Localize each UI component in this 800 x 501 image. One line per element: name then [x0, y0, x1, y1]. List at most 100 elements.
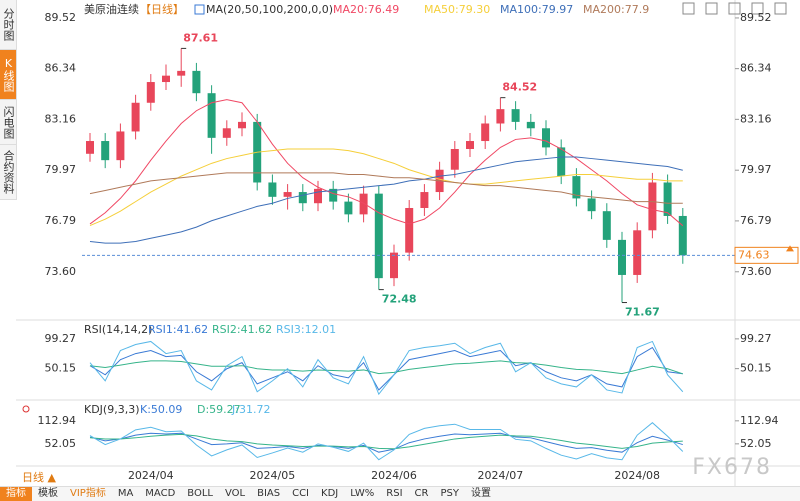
toolbar-item[interactable]: MA — [117, 488, 134, 499]
y-tick-label: 76.79 — [45, 214, 77, 227]
candle-body — [344, 201, 353, 215]
candle-body — [207, 93, 216, 138]
candle-body — [572, 176, 581, 199]
candle-body — [466, 141, 474, 149]
last-price-label: 74.63 — [738, 248, 770, 261]
y-tick-label: 52.05 — [45, 437, 77, 450]
line-series — [89, 156, 683, 244]
candle-body — [542, 128, 550, 148]
x-tick-label: 2024/05 — [250, 469, 296, 482]
candle-body — [268, 182, 277, 197]
period-button[interactable]: 日线 ▲ — [22, 471, 56, 484]
watermark: FX678 — [692, 455, 772, 480]
legend-entry: J:31.72 — [231, 403, 270, 416]
y-tick-label: 89.52 — [740, 11, 772, 24]
line-series — [89, 99, 684, 227]
high-label: 87.61 — [183, 31, 218, 44]
candle-body — [526, 121, 535, 129]
legend-entry: RSI2:41.62 — [212, 323, 272, 336]
y-tick-label: 73.60 — [45, 265, 77, 278]
icon — [22, 405, 30, 413]
candle-body — [633, 230, 642, 275]
sidebar-tab[interactable]: 分时图 — [0, 0, 16, 50]
candle-body — [101, 141, 110, 161]
toolbar-icons[interactable] — [682, 2, 787, 15]
chart-title: 美原油连续 — [84, 2, 139, 16]
sidebar: 分时图 K线图 闪电图 合约资料 — [0, 0, 17, 200]
candle-body — [359, 193, 368, 215]
y-tick-label: 83.16 — [740, 112, 772, 125]
period: 【日线】 — [140, 2, 184, 16]
line-series — [89, 172, 683, 204]
candle-body — [678, 215, 687, 256]
y-tick-label: 112.94 — [740, 414, 779, 427]
toolbar-item[interactable]: 模板 — [38, 488, 58, 499]
sidebar-tab[interactable]: K线图 — [0, 50, 16, 100]
legend-entry: MA20:76.49 — [333, 3, 399, 16]
candle-body — [131, 102, 140, 132]
candle-body — [481, 123, 490, 142]
y-tick-label: 79.97 — [45, 163, 77, 176]
candle-body — [162, 75, 170, 83]
y-tick-label: 50.15 — [45, 362, 77, 375]
sidebar-tab[interactable]: 闪电图 — [0, 100, 16, 145]
last-price-box — [734, 246, 799, 264]
candle-body — [496, 109, 505, 124]
x-tick-label: 2024/04 — [128, 469, 174, 482]
legend-entry: MA50:79.30 — [424, 3, 490, 16]
candle-body — [587, 198, 596, 212]
icon[interactable] — [774, 2, 787, 15]
y-tick-label: 76.79 — [740, 214, 772, 227]
candle-body — [390, 252, 398, 279]
toolbar-item[interactable]: RSI — [386, 488, 403, 499]
toolbar-item[interactable]: CR — [414, 488, 429, 499]
candle-body — [238, 121, 246, 129]
toolbar-item[interactable]: CCI — [292, 488, 310, 499]
toolbar-item[interactable]: PSY — [440, 488, 459, 499]
candle-body — [374, 193, 383, 279]
panel-title: KDJ(9,3,3) — [84, 403, 140, 416]
icon[interactable] — [682, 2, 695, 15]
candle-body — [298, 192, 307, 204]
candle-body — [618, 239, 626, 275]
toolbar-item[interactable]: MACD — [145, 488, 176, 499]
legend-entry: MA200:77.9 — [583, 3, 649, 16]
y-tick-label: 86.34 — [740, 62, 772, 75]
candle-body — [450, 148, 459, 170]
line-series — [89, 346, 683, 391]
candle-body — [192, 70, 201, 94]
x-tick-label: 2024/06 — [371, 469, 417, 482]
icon — [194, 4, 205, 15]
candle-body — [222, 128, 231, 138]
icon[interactable] — [751, 2, 764, 15]
toolbar-item[interactable]: VOL — [224, 488, 246, 499]
legend-entry: RSI3:12.01 — [276, 323, 336, 336]
y-tick-label: 99.27 — [740, 332, 772, 345]
legend-entry: D:59.27 — [197, 403, 241, 416]
candle-body — [648, 182, 657, 231]
icon[interactable] — [728, 2, 741, 15]
low-label: 72.48 — [382, 293, 417, 306]
candle-body — [329, 188, 338, 202]
y-tick-label: 89.52 — [45, 11, 77, 24]
toolbar-item[interactable]: LW% — [350, 488, 375, 499]
low-label: 71.67 — [625, 306, 660, 319]
line-series — [89, 433, 683, 450]
toolbar-item[interactable]: VIP指标 — [70, 488, 106, 499]
candle-body — [86, 141, 94, 154]
toolbar-item[interactable]: 设置 — [470, 488, 491, 499]
candle-body — [420, 192, 429, 208]
toolbar-item[interactable]: BIAS — [257, 488, 281, 499]
toolbar: 指标 模板 VIP指标 MA MACD BOLL VOL BIAS CCI KDJ LW% RSI CR… — [0, 486, 800, 501]
toolbar-item[interactable]: KDJ — [321, 488, 339, 499]
toolbar-item[interactable]: 指标 — [0, 487, 32, 501]
icon[interactable] — [705, 2, 718, 15]
sidebar-tab[interactable]: 合约资料 — [0, 145, 16, 200]
candle-body — [663, 182, 672, 216]
candle-body — [116, 131, 125, 161]
legend-entry: MA100:79.97 — [500, 3, 573, 16]
candle-body — [557, 147, 566, 177]
line-series — [89, 432, 683, 453]
toolbar-item[interactable]: BOLL — [187, 488, 213, 499]
legend-entry: RSI1:41.62 — [148, 323, 208, 336]
